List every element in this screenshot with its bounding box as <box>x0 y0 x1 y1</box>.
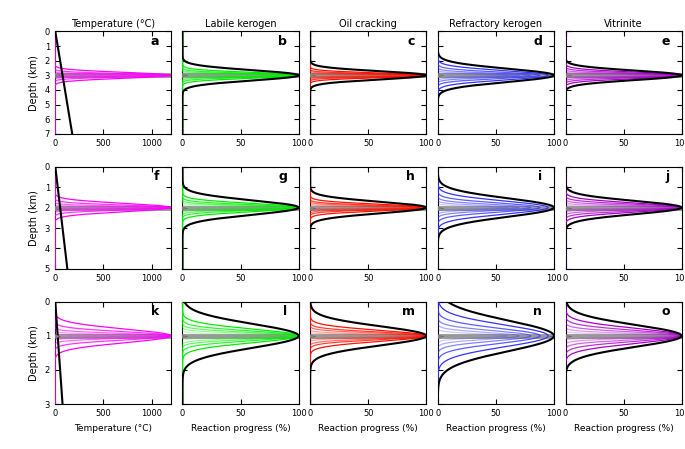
X-axis label: Temperature (°C): Temperature (°C) <box>74 423 152 432</box>
Y-axis label: Depth (km): Depth (km) <box>29 325 39 381</box>
X-axis label: Reaction progress (%): Reaction progress (%) <box>190 423 290 432</box>
Title: Refractory kerogen: Refractory kerogen <box>449 19 543 29</box>
Text: h: h <box>406 170 414 183</box>
Text: d: d <box>534 35 543 48</box>
Text: e: e <box>662 35 670 48</box>
Text: b: b <box>278 35 287 48</box>
Text: i: i <box>538 170 543 183</box>
Y-axis label: Depth (km): Depth (km) <box>29 55 39 110</box>
Title: Oil cracking: Oil cracking <box>339 19 397 29</box>
Text: j: j <box>666 170 670 183</box>
Text: o: o <box>662 305 670 318</box>
X-axis label: Reaction progress (%): Reaction progress (%) <box>446 423 546 432</box>
X-axis label: Reaction progress (%): Reaction progress (%) <box>573 423 673 432</box>
Title: Temperature (°C): Temperature (°C) <box>71 19 155 29</box>
Text: f: f <box>153 170 159 183</box>
Title: Vitrinite: Vitrinite <box>604 19 643 29</box>
Title: Labile kerogen: Labile kerogen <box>205 19 276 29</box>
Text: n: n <box>534 305 543 318</box>
Text: g: g <box>278 170 287 183</box>
Text: k: k <box>151 305 159 318</box>
X-axis label: Reaction progress (%): Reaction progress (%) <box>319 423 418 432</box>
Text: m: m <box>401 305 414 318</box>
Text: l: l <box>283 305 287 318</box>
Text: c: c <box>408 35 414 48</box>
Y-axis label: Depth (km): Depth (km) <box>29 190 39 246</box>
Text: a: a <box>151 35 159 48</box>
